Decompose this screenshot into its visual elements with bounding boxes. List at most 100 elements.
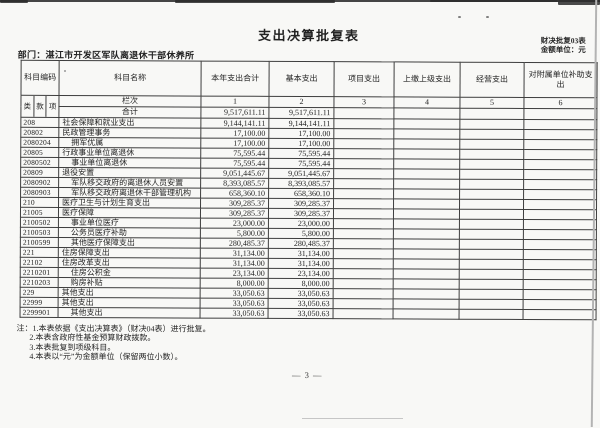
- row-name: 军队移交政府的离退休人员安置: [58, 177, 201, 189]
- col-header-project: 项目支出: [333, 61, 395, 97]
- row-value: [459, 229, 524, 240]
- notes-block: 注：1.本表依据《支出决算表》（财决04表）进行批复。 2.本表含政府性基金预算…: [16, 324, 210, 362]
- row-value: [393, 178, 460, 190]
- row-value: [393, 138, 460, 150]
- row-value: [459, 179, 524, 190]
- row-value: [459, 239, 524, 250]
- row-value: [393, 268, 460, 280]
- row-value: [523, 189, 597, 200]
- row-code: 208: [20, 117, 59, 128]
- col-number-3: 3: [333, 96, 394, 108]
- row-value: [393, 148, 460, 160]
- row-code: 2100599: [20, 237, 59, 248]
- col-number-2: 2: [268, 96, 334, 108]
- row-value: [523, 219, 597, 230]
- row-value: [393, 218, 460, 230]
- row-code: 2080502: [20, 157, 59, 168]
- code-level-class: 类: [21, 95, 35, 117]
- row-value: [393, 308, 460, 320]
- row-name: 行政事业单位离退休: [58, 147, 201, 159]
- row-value: [333, 138, 394, 149]
- row-value: [333, 218, 394, 229]
- row-name: 退役安置: [58, 167, 201, 179]
- code-level-item: 项: [48, 101, 57, 111]
- row-value: 75,595.44: [268, 148, 334, 159]
- row-value: [333, 208, 394, 219]
- row-name: 拥军优属: [58, 137, 201, 149]
- row-code: 2080204: [20, 137, 59, 148]
- row-value: 33,050.63: [200, 308, 269, 319]
- row-value: 33,050.63: [268, 308, 334, 319]
- col-number-6: 6: [523, 97, 597, 109]
- row-value: [333, 118, 394, 129]
- total-value-6: [523, 108, 597, 120]
- row-value: [333, 198, 394, 209]
- row-value: 309,285.37: [200, 208, 269, 219]
- page-number: — 3 —: [292, 369, 323, 381]
- row-value: 23,134.00: [268, 268, 334, 279]
- row-value: 31,134.00: [200, 258, 269, 269]
- row-name: 事业单位医疗: [58, 217, 201, 229]
- row-value: [523, 249, 597, 260]
- row-value: [393, 188, 460, 200]
- row-value: [393, 208, 460, 220]
- row-value: [459, 289, 524, 300]
- row-value: 33,050.63: [268, 288, 334, 299]
- row-value: 31,134.00: [200, 248, 269, 259]
- row-value: [333, 128, 394, 139]
- row-value: [523, 129, 597, 140]
- row-name: 其他支出: [58, 297, 201, 309]
- row-value: [393, 228, 460, 240]
- row-value: [459, 279, 524, 290]
- row-value: [333, 248, 394, 259]
- row-value: [393, 158, 460, 170]
- row-value: 9,051,445.67: [200, 168, 269, 179]
- row-value: [333, 298, 394, 309]
- row-value: [393, 278, 460, 290]
- row-value: 9,144,141.11: [200, 118, 269, 129]
- note-line-2: 2.本表含政府性基金预算财政拨款。: [29, 333, 156, 343]
- row-value: 33,050.63: [268, 298, 334, 309]
- row-value: 9,051,445.67: [268, 168, 334, 179]
- row-value: [523, 119, 597, 130]
- row-value: [393, 198, 460, 210]
- row-value: [393, 288, 460, 300]
- row-name: 其他医疗保障支出: [58, 237, 201, 249]
- col-header-code: 科目编码: [20, 60, 60, 96]
- row-code: 221: [20, 247, 59, 258]
- row-value: [459, 169, 524, 180]
- row-value: [393, 118, 460, 130]
- note-line-4: 4.本表以“元”为金额单位（保留两位小数）。: [29, 352, 183, 362]
- row-value: [459, 149, 524, 160]
- row-value: 17,100.00: [200, 138, 269, 149]
- row-value: [459, 139, 524, 150]
- row-code: 229: [20, 287, 59, 298]
- row-code: 21005: [20, 207, 59, 218]
- total-value-2: 9,517,611.11: [268, 107, 334, 119]
- table-body: 208 社会保障和就业支出 9,144,141.11 9,144,141.11 2080…: [20, 117, 597, 320]
- row-name: 住房改革支出: [58, 257, 201, 269]
- row-value: [333, 258, 394, 269]
- row-value: [393, 238, 460, 250]
- row-value: 17,100.00: [268, 138, 334, 149]
- row-code: 2100503: [20, 227, 59, 238]
- col-header-basic: 基本支出: [268, 61, 335, 97]
- row-value: [523, 269, 597, 280]
- table-row: 2299901 其他支出 33,050.63 33,050.63: [20, 307, 597, 320]
- row-value: [523, 309, 597, 320]
- row-value: [393, 248, 460, 260]
- row-value: [459, 259, 524, 270]
- row-value: 280,485.37: [268, 238, 334, 249]
- row-code: 20802: [20, 127, 59, 138]
- row-value: [393, 128, 460, 140]
- form-meta: 财决批复03表 金额单位：元: [541, 36, 586, 54]
- row-value: [523, 209, 597, 220]
- row-value: [459, 309, 524, 320]
- row-value: 9,144,141.11: [268, 118, 334, 129]
- code-level-cell: 类 款 项: [20, 95, 59, 118]
- col-header-upturn: 上缴上级支出: [393, 61, 461, 98]
- row-value: 17,100.00: [200, 128, 269, 139]
- row-value: 75,595.44: [200, 158, 269, 169]
- row-name: 住房公积金: [58, 267, 201, 279]
- row-code: 2299901: [20, 307, 59, 318]
